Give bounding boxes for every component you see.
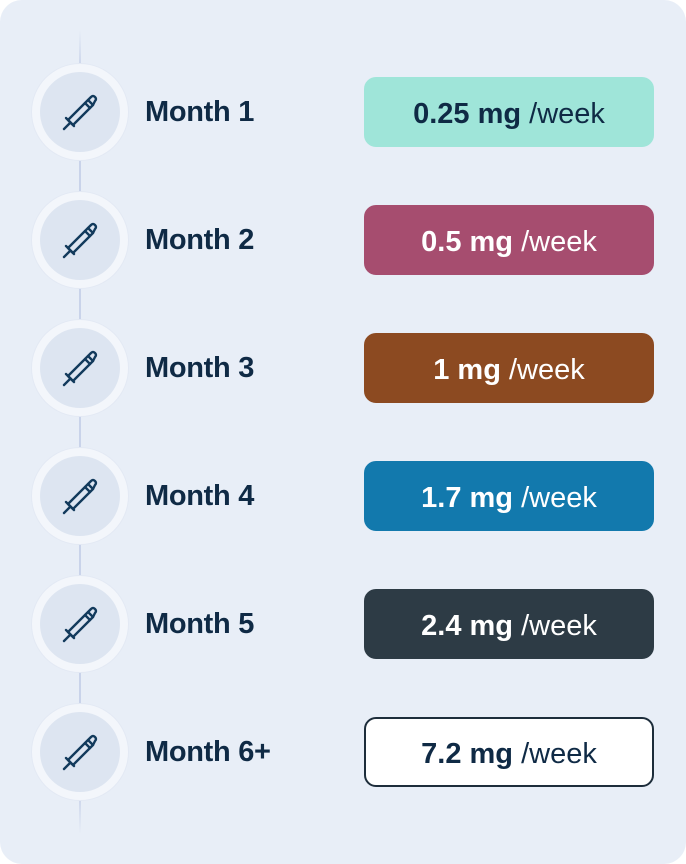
dose-unit: /week — [521, 482, 597, 514]
schedule-row-6: Month 6+ 7.2 mg /week — [0, 704, 686, 800]
dose-pill: 1 mg /week — [364, 333, 654, 403]
dose-amount: 1.7 mg — [421, 482, 514, 514]
icon-badge — [32, 192, 128, 288]
dose-unit: /week — [521, 610, 597, 642]
injection-pen-icon — [62, 350, 98, 387]
dose-amount: 1 mg — [433, 354, 501, 386]
dose-unit: /week — [521, 226, 597, 258]
month-label: Month 6+ — [145, 736, 271, 768]
schedule-row-2: Month 2 0.5 mg /week — [0, 192, 686, 288]
injection-pen-icon — [62, 606, 98, 643]
month-label: Month 5 — [145, 608, 255, 640]
icon-badge — [32, 576, 128, 672]
dose-amount: 0.25 mg — [413, 98, 522, 130]
dose-pill: 0.5 mg /week — [364, 205, 654, 275]
icon-badge — [32, 320, 128, 416]
month-label: Month 1 — [145, 96, 255, 128]
dose-unit: /week — [521, 738, 597, 770]
dose-pill: 0.25 mg /week — [364, 77, 654, 147]
schedule-row-5: Month 5 2.4 mg /week — [0, 576, 686, 672]
injection-pen-icon — [62, 222, 98, 259]
schedule-row-3: Month 3 1 mg /week — [0, 320, 686, 416]
icon-badge — [32, 448, 128, 544]
dose-unit: /week — [508, 354, 585, 386]
dose-pill: 2.4 mg /week — [364, 589, 654, 659]
icon-badge — [32, 704, 128, 800]
month-label: Month 3 — [145, 352, 255, 384]
injection-pen-icon — [62, 734, 98, 771]
icon-badge — [32, 64, 128, 160]
schedule-row-4: Month 4 1.7 mg /week — [0, 448, 686, 544]
timeline-line — [79, 30, 81, 834]
dose-amount: 0.5 mg — [421, 226, 514, 258]
month-label: Month 4 — [145, 480, 255, 512]
dose-amount: 7.2 mg — [421, 738, 514, 770]
dose-unit: /week — [529, 98, 605, 130]
dose-amount: 2.4 mg — [421, 610, 514, 642]
dose-pill: 1.7 mg /week — [364, 461, 654, 531]
month-label: Month 2 — [145, 224, 255, 256]
injection-pen-icon — [62, 478, 98, 515]
dose-pill: 7.2 mg /week — [364, 717, 654, 787]
schedule-row-1: Month 1 0.25 mg /week — [0, 64, 686, 160]
injection-pen-icon — [62, 94, 98, 131]
